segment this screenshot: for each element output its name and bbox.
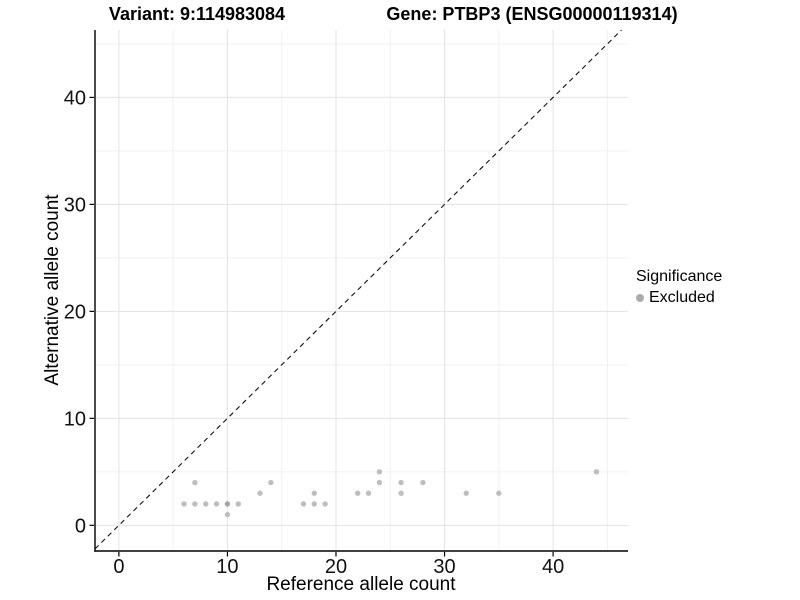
svg-text:40: 40 [64, 87, 86, 109]
legend-item-label: Excluded [649, 289, 715, 306]
legend: Significance Excluded [636, 268, 722, 307]
svg-text:0: 0 [113, 556, 124, 578]
svg-text:10: 10 [64, 408, 86, 430]
svg-text:10: 10 [216, 556, 238, 578]
svg-text:30: 30 [433, 556, 455, 578]
y-axis-title: Alternative allele count [42, 194, 63, 386]
svg-text:40: 40 [542, 556, 564, 578]
legend-title: Significance [636, 268, 723, 285]
svg-text:0: 0 [75, 515, 86, 537]
x-axis-title: Reference allele count [266, 574, 456, 595]
legend-point-swatch [636, 294, 644, 302]
gene-title: Gene: PTBP3 (ENSG00000119314) [386, 4, 678, 24]
legend-item-excluded: Excluded [636, 289, 722, 307]
variant-title: Variant: 9:114983084 [108, 4, 286, 24]
svg-text:20: 20 [64, 301, 86, 323]
svg-text:30: 30 [64, 194, 86, 216]
svg-text:20: 20 [325, 556, 347, 578]
